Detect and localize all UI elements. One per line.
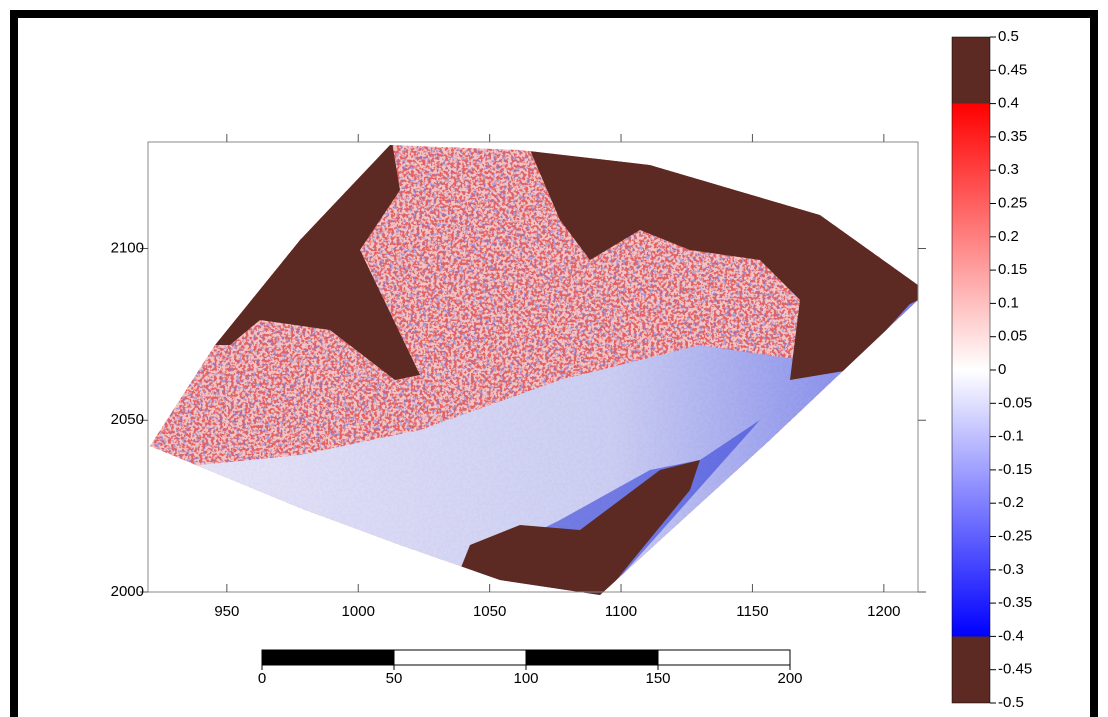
colorbar-tick-label: 0.25	[998, 194, 1027, 211]
colorbar-tick-label: 0.5	[998, 28, 1019, 45]
plot-frame	[147, 141, 919, 593]
colorbar-tick-label: -0.35	[998, 594, 1032, 611]
colorbar-tick-label: -0.15	[998, 461, 1032, 478]
colorbar-tick-label: -0.05	[998, 394, 1032, 411]
colorbar-tick-label: -0.45	[998, 661, 1032, 678]
colorbar-tick-label: 0	[998, 361, 1006, 378]
scale-bar-label: 0	[258, 670, 266, 687]
colorbar-tick-label: 0.4	[998, 95, 1019, 112]
y-tick-label: 2050	[111, 411, 144, 428]
x-tick-label: 1000	[342, 603, 375, 620]
scale-bar-label: 150	[645, 670, 670, 687]
colorbar-tick-label: -0.1	[998, 428, 1024, 445]
colorbar-tick-label: 0.2	[998, 228, 1019, 245]
colorbar-tick-label: 0.35	[998, 128, 1027, 145]
colorbar	[951, 36, 991, 704]
x-tick-label: 1150	[736, 603, 768, 620]
colorbar-tick-label: 0.1	[998, 294, 1019, 311]
scale-bar-label: 50	[386, 670, 403, 687]
scale-bar-label: 100	[513, 670, 538, 687]
colorbar-tick-label: 0.45	[998, 61, 1027, 78]
map-image	[150, 145, 918, 595]
colorbar-tick-label: 0.15	[998, 261, 1027, 278]
scale-bar-segment	[261, 649, 395, 666]
scale-bar-segment	[657, 649, 791, 666]
colorbar-tick-label: 0.3	[998, 161, 1019, 178]
scale-bar-segment	[525, 649, 659, 666]
y-tick-label: 2100	[111, 239, 144, 256]
x-tick-label: 1100	[605, 603, 637, 620]
colorbar-tick-label: -0.3	[998, 561, 1024, 578]
y-tick-label: 2000	[111, 583, 144, 600]
colorbar-tick-label: -0.25	[998, 527, 1032, 544]
x-tick-label: 1200	[867, 603, 900, 620]
x-tick-label: 1050	[473, 603, 506, 620]
colorbar-tick-label: -0.4	[998, 627, 1024, 644]
frame	[10, 10, 1098, 717]
colorbar-tick-label: 0.05	[998, 328, 1027, 345]
axes	[147, 141, 919, 593]
colorbar-tick-label: -0.2	[998, 494, 1024, 511]
scale-bar-label: 200	[777, 670, 802, 687]
scale-bar-segment	[393, 649, 527, 666]
colorbar-tick-label: -0.5	[998, 694, 1024, 711]
x-tick-label: 950	[214, 603, 239, 620]
